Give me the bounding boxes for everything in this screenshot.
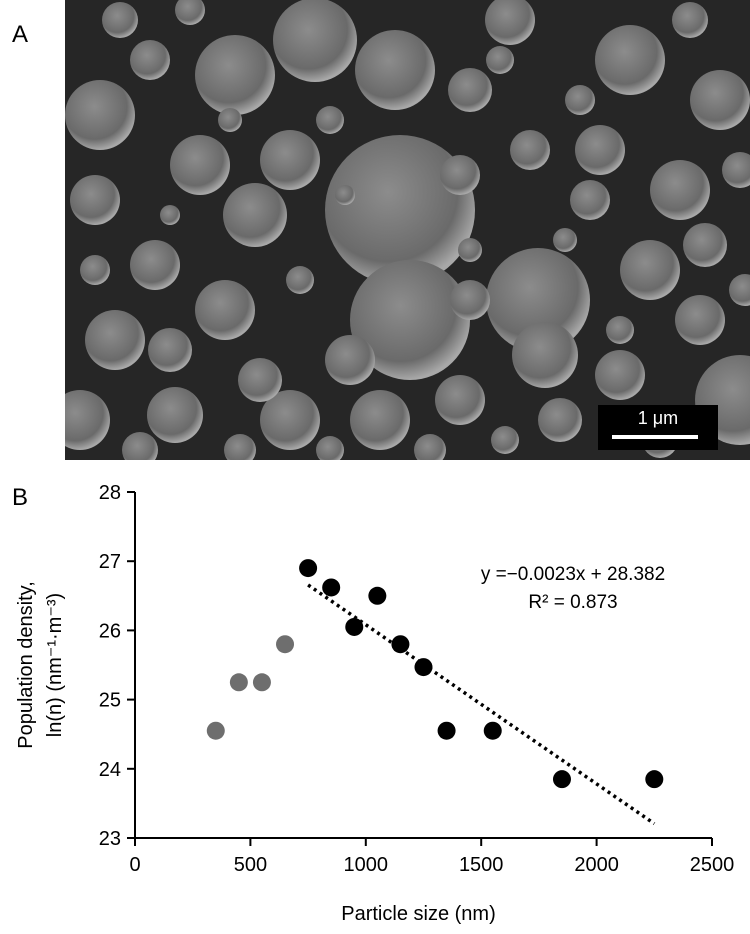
scale-bar-label: 1 μm xyxy=(638,408,678,428)
sem-particle xyxy=(486,248,590,352)
sem-particle xyxy=(440,155,480,195)
sem-particle xyxy=(170,135,230,195)
sem-particle xyxy=(650,160,710,220)
sem-particle xyxy=(286,266,314,294)
x-tick-label: 2000 xyxy=(574,854,619,876)
sem-particle xyxy=(102,2,138,38)
point xyxy=(322,578,341,597)
point xyxy=(345,617,364,636)
point xyxy=(645,770,664,789)
y-axis-label: Population density, xyxy=(15,581,37,749)
sem-particle xyxy=(538,398,582,442)
y-tick-label: 23 xyxy=(99,828,121,850)
sem-particle xyxy=(435,375,485,425)
sem-particle xyxy=(85,310,145,370)
sem-particle xyxy=(448,68,492,112)
scale-bar-box xyxy=(598,405,718,450)
sem-particle xyxy=(218,108,242,132)
annotation: y =−0.0023x + 28.382 xyxy=(481,564,665,585)
y-tick-label: 24 xyxy=(99,759,121,781)
x-axis-label: Particle size (nm) xyxy=(341,903,495,925)
sem-particle xyxy=(273,0,357,82)
sem-particle xyxy=(450,280,490,320)
sem-particle xyxy=(195,35,275,115)
point xyxy=(437,721,456,740)
y-tick-label: 27 xyxy=(99,551,121,573)
sem-particle xyxy=(595,25,665,95)
point xyxy=(368,586,387,605)
sem-particle xyxy=(722,152,750,188)
sem-particle xyxy=(223,183,287,247)
panel-label: A xyxy=(12,21,28,48)
point xyxy=(229,673,248,692)
sem-particle xyxy=(130,40,170,80)
point xyxy=(252,673,271,692)
y-tick-label: 25 xyxy=(99,690,121,712)
y-tick-label: 28 xyxy=(99,482,121,504)
y-axis-label: ln(n) (nm⁻¹·m⁻³) xyxy=(44,593,66,737)
sem-particle xyxy=(130,240,180,290)
sem-particle xyxy=(690,70,750,130)
sem-particle xyxy=(575,125,625,175)
sem-particle xyxy=(175,0,205,25)
sem-particle xyxy=(350,390,410,450)
x-tick-label: 1000 xyxy=(344,854,389,876)
point xyxy=(483,721,502,740)
sem-particle xyxy=(485,0,535,45)
sem-particle xyxy=(355,30,435,110)
panel-label: B xyxy=(12,484,28,511)
sem-particle xyxy=(316,436,344,460)
point xyxy=(276,635,295,654)
sem-particle xyxy=(70,175,120,225)
trendline xyxy=(307,583,656,826)
sem-image xyxy=(65,0,750,460)
sem-particle xyxy=(238,358,282,402)
plot: 23 24 25 26 27 28 0 500 1000 1500 2000 2500 Particle… xyxy=(15,482,734,925)
annotation: R² = 0.873 xyxy=(528,592,617,613)
sem-particle xyxy=(260,130,320,190)
sem-particle xyxy=(160,205,180,225)
x-tick-label: 2500 xyxy=(690,854,735,876)
sem-particle xyxy=(675,295,725,345)
y-tick-label: 26 xyxy=(99,620,121,642)
point xyxy=(414,658,433,677)
sem-particle xyxy=(565,85,595,115)
sem-particle xyxy=(350,260,470,380)
x-tick-label: 500 xyxy=(234,854,267,876)
x-tick-label: 1500 xyxy=(459,854,504,876)
point xyxy=(552,770,571,789)
sem-particle xyxy=(570,180,610,220)
point xyxy=(299,559,318,578)
sem-particle xyxy=(683,223,727,267)
point xyxy=(391,635,410,654)
sem-particle xyxy=(486,46,514,74)
sem-particle xyxy=(510,130,550,170)
sem-particle xyxy=(512,322,578,388)
sem-particle xyxy=(553,228,577,252)
sem-particle xyxy=(80,255,110,285)
sem-particle xyxy=(729,274,750,306)
sem-particle xyxy=(65,80,135,150)
sem-particle xyxy=(672,2,708,38)
sem-particle xyxy=(316,106,344,134)
sem-particle xyxy=(148,328,192,372)
sem-particle xyxy=(458,238,482,262)
sem-particle xyxy=(122,432,158,460)
sem-particle xyxy=(620,240,680,300)
sem-particle xyxy=(595,350,645,400)
sem-particle xyxy=(325,135,475,285)
sem-particle xyxy=(325,335,375,385)
sem-particle xyxy=(224,434,256,460)
point xyxy=(206,721,225,740)
sem-particle xyxy=(260,390,320,450)
sem-particle xyxy=(195,280,255,340)
sem-particle xyxy=(414,434,446,460)
sem-particle xyxy=(491,426,519,454)
x-tick-label: 0 xyxy=(129,854,140,876)
sem-particle xyxy=(147,387,203,443)
sem-particle xyxy=(606,316,634,344)
sem-particle xyxy=(65,390,110,450)
sem-particle xyxy=(335,185,355,205)
